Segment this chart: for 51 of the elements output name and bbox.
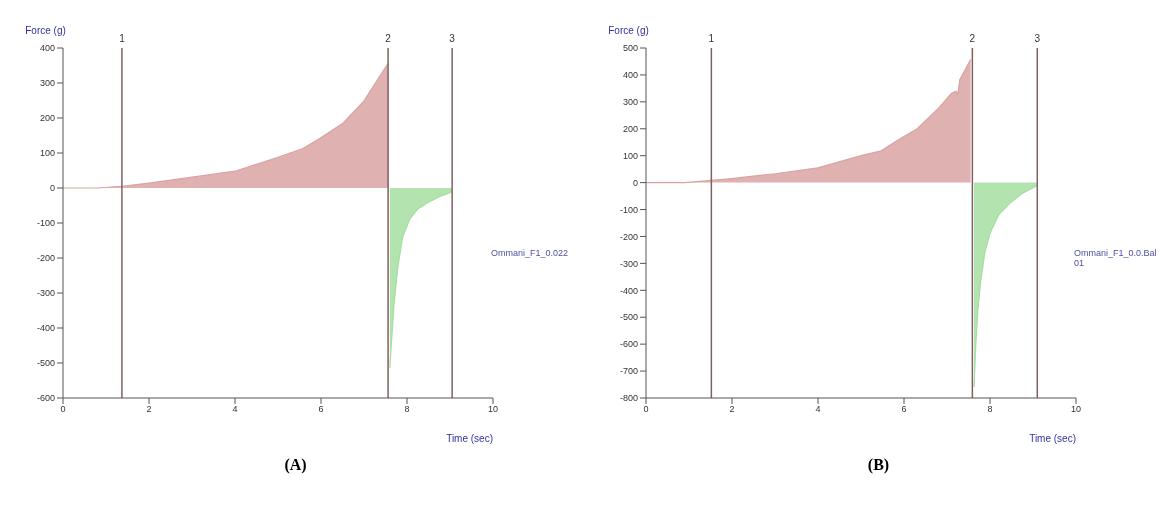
annotation: 3 [449,33,456,44]
y-tick-label: -800 [619,393,638,404]
y-tick-label: -400 [36,323,55,334]
y-tick-label: -500 [619,312,638,323]
x-tick-label: 10 [1070,404,1082,415]
text: (B) [866,456,891,474]
annotation: Ommani_F1_0.0.Bal 01 [1074,248,1158,268]
y-tick-label: -400 [619,285,638,296]
y-tick-label: 0 [49,183,55,194]
x-tick-label: 8 [987,404,993,415]
y-tick-label: 300 [622,97,638,108]
x-tick-label: 4 [815,404,821,415]
x-axis-title: Time (sec) [1029,433,1076,444]
y-tick-label: -700 [619,366,638,377]
x-tick-label: 2 [146,404,152,415]
annotation: 1 [119,33,126,44]
annotation: 2 [969,33,976,44]
y-tick-label: -100 [619,204,638,215]
x-tick-label: 10 [487,404,499,415]
x-tick-label: 6 [318,404,324,415]
annotation: Ommani_F1_0.022 [491,248,570,258]
y-tick-label: 200 [622,123,638,134]
annotation: 3 [1034,33,1041,44]
y-tick-label: -600 [619,339,638,350]
x-tick-label: 4 [232,404,238,415]
y-axis-title: Force (g) [25,25,66,36]
y-tick-label: -200 [619,231,638,242]
y-tick-label: -600 [36,393,55,404]
x-tick-label: 6 [901,404,907,415]
x-tick-label: 8 [404,404,410,415]
text: (A) [283,456,308,474]
x-axis-title: Time (sec) [446,433,493,444]
y-tick-label: -500 [36,358,55,369]
y-tick-label: 100 [622,150,638,161]
y-tick-label: -200 [36,253,55,264]
x-tick-label: 0 [60,404,66,415]
y-tick-label: 300 [39,78,55,89]
y-tick-label: 100 [39,148,55,159]
y-tick-label: -300 [36,288,55,299]
x-tick-label: 0 [643,404,649,415]
y-tick-label: 400 [622,70,638,81]
y-tick-label: -300 [619,258,638,269]
y-tick-label: 400 [39,43,55,54]
x-tick-label: 2 [729,404,735,415]
annotation: 1 [708,33,715,44]
y-tick-label: 200 [39,113,55,124]
y-tick-label: 0 [632,177,638,188]
y-axis-title: Force (g) [608,25,649,36]
annotation: 2 [385,33,392,44]
y-tick-label: 500 [622,43,638,54]
y-tick-label: -100 [36,218,55,229]
